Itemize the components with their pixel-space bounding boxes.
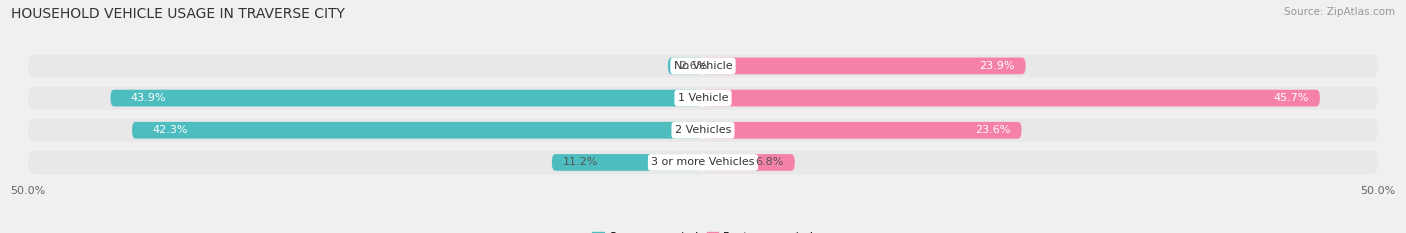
- FancyBboxPatch shape: [28, 86, 1378, 110]
- Text: 43.9%: 43.9%: [131, 93, 166, 103]
- Text: 6.8%: 6.8%: [755, 158, 785, 168]
- FancyBboxPatch shape: [551, 154, 703, 171]
- Text: HOUSEHOLD VEHICLE USAGE IN TRAVERSE CITY: HOUSEHOLD VEHICLE USAGE IN TRAVERSE CITY: [11, 7, 344, 21]
- FancyBboxPatch shape: [28, 119, 1378, 142]
- Text: 2 Vehicles: 2 Vehicles: [675, 125, 731, 135]
- Legend: Owner-occupied, Renter-occupied: Owner-occupied, Renter-occupied: [588, 227, 818, 233]
- FancyBboxPatch shape: [111, 90, 703, 106]
- FancyBboxPatch shape: [132, 122, 703, 139]
- FancyBboxPatch shape: [703, 154, 794, 171]
- Text: 3 or more Vehicles: 3 or more Vehicles: [651, 158, 755, 168]
- Text: No Vehicle: No Vehicle: [673, 61, 733, 71]
- FancyBboxPatch shape: [28, 54, 1378, 78]
- Text: 11.2%: 11.2%: [562, 158, 598, 168]
- FancyBboxPatch shape: [668, 58, 703, 74]
- FancyBboxPatch shape: [703, 90, 1320, 106]
- Text: 23.9%: 23.9%: [980, 61, 1015, 71]
- Text: Source: ZipAtlas.com: Source: ZipAtlas.com: [1284, 7, 1395, 17]
- FancyBboxPatch shape: [28, 151, 1378, 174]
- Text: 1 Vehicle: 1 Vehicle: [678, 93, 728, 103]
- Text: 42.3%: 42.3%: [152, 125, 188, 135]
- FancyBboxPatch shape: [703, 58, 1025, 74]
- FancyBboxPatch shape: [703, 122, 1022, 139]
- Text: 2.6%: 2.6%: [679, 61, 707, 71]
- Text: 45.7%: 45.7%: [1274, 93, 1309, 103]
- Text: 23.6%: 23.6%: [976, 125, 1011, 135]
